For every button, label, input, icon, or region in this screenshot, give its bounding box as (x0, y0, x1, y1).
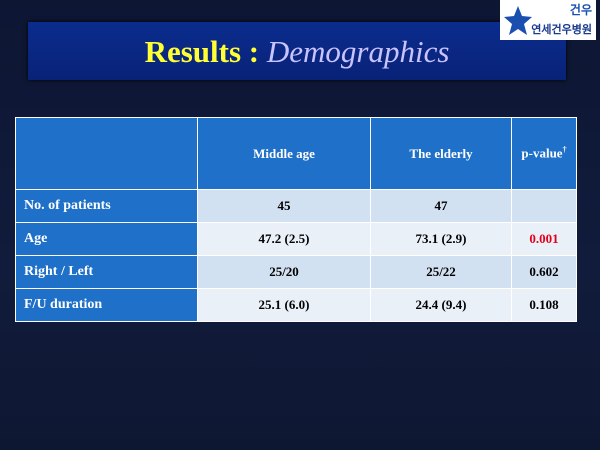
footnote-mark: † (562, 145, 567, 155)
row-label: No. of patients (15, 189, 198, 223)
cell: 25.1 (6.0) (197, 288, 371, 322)
column-header: Middle age (197, 117, 371, 190)
row: F/U duration 25.1 (6.0) 24.4 (9.4) 0.108 (15, 288, 577, 322)
cell: 0.108 (511, 288, 577, 322)
logo: 건우 연세건우병원 (500, 0, 596, 40)
corner-cell (15, 117, 198, 190)
row-label: Right / Left (15, 255, 198, 289)
cell: 24.4 (9.4) (370, 288, 512, 322)
column-header-text: p-value (521, 145, 563, 161)
row: Right / Left 25/20 25/22 0.602 (15, 255, 577, 289)
cell: 47 (370, 189, 512, 223)
cell: 25/22 (370, 255, 512, 289)
title-emphasis: Demographics (266, 34, 450, 69)
cell: 0.001 (511, 222, 577, 256)
title-banner: Results : Demographics (28, 22, 566, 80)
header-row: Middle age The elderly p-value† (15, 117, 577, 190)
cell: 45 (197, 189, 371, 223)
title-main: Results : (144, 34, 260, 69)
title: Results : Demographics (28, 34, 566, 70)
logo-name: 연세건우병원 (531, 23, 592, 36)
cell: 47.2 (2.5) (197, 222, 371, 256)
logo-icon (504, 6, 532, 35)
row: Age 47.2 (2.5) 73.1 (2.9) 0.001 (15, 222, 577, 256)
cell (511, 189, 577, 223)
logo-mark: 건우 (569, 3, 592, 17)
row-label: F/U duration (15, 288, 198, 322)
results-table: Middle age The elderly p-value† No. of p… (15, 117, 577, 322)
cell: 0.602 (511, 255, 577, 289)
row: No. of patients 45 47 (15, 189, 577, 223)
cell: 73.1 (2.9) (370, 222, 512, 256)
row-label: Age (15, 222, 198, 256)
cell: 25/20 (197, 255, 371, 289)
column-header: p-value† (511, 117, 577, 190)
column-header: The elderly (370, 117, 512, 190)
